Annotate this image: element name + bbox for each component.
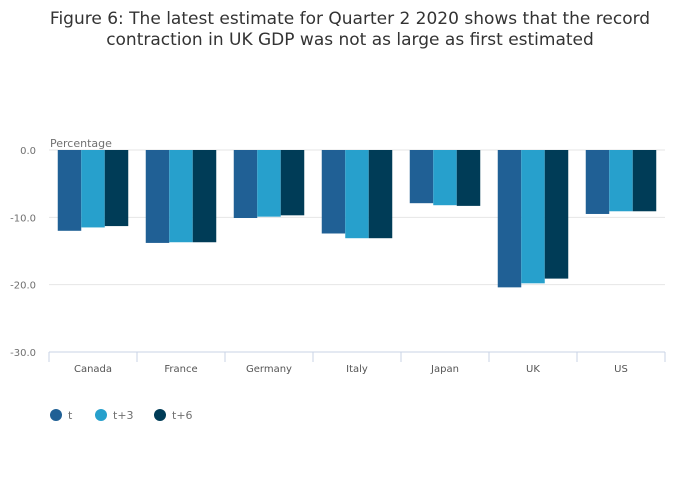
x-tick-label: Italy — [346, 364, 368, 375]
bar-canada-tplus6[interactable] — [104, 150, 129, 227]
bar-us-tplus3[interactable] — [609, 150, 633, 212]
chart-title-line-2: contraction in UK GDP was not as large a… — [106, 30, 594, 50]
bar-japan-t[interactable] — [409, 150, 434, 204]
bar-uk-tplus6[interactable] — [544, 150, 569, 279]
y-tick-label: -10.0 — [10, 213, 36, 224]
x-tick-label: Japan — [430, 364, 459, 375]
bar-germany-tplus6[interactable] — [280, 150, 305, 216]
bars — [57, 150, 657, 288]
x-tick-label: Canada — [74, 364, 112, 375]
bar-uk-t[interactable] — [497, 150, 522, 288]
bar-france-tplus6[interactable] — [192, 150, 217, 243]
y-tick-label: -20.0 — [10, 281, 36, 292]
y-tick-label: -30.0 — [10, 348, 36, 359]
legend-label: t+3 — [113, 409, 134, 422]
legend-label: t — [68, 409, 73, 422]
bar-france-tplus3[interactable] — [169, 150, 193, 243]
x-tick-label: Germany — [246, 364, 292, 375]
legend-label: t+6 — [172, 409, 193, 422]
y-tick-label: 0.0 — [20, 146, 36, 157]
x-tick-label: France — [164, 364, 197, 375]
bar-italy-tplus6[interactable] — [368, 150, 393, 239]
y-axis-label: Percentage — [50, 137, 112, 150]
bar-canada-tplus3[interactable] — [81, 150, 105, 228]
bar-france-t[interactable] — [145, 150, 170, 243]
legend-item[interactable]: t+6 — [154, 409, 193, 422]
legend-swatch — [154, 409, 166, 421]
bar-us-tplus6[interactable] — [632, 150, 657, 212]
bar-germany-t[interactable] — [233, 150, 258, 219]
y-tick-labels: 0.0 -10.0 -20.0 -30.0 — [10, 146, 36, 359]
legend: t t+3 t+6 — [50, 409, 193, 422]
bar-italy-t[interactable] — [321, 150, 346, 234]
chart-title-line-1: Figure 6: The latest estimate for Quarte… — [50, 9, 650, 29]
x-tick-label: US — [614, 364, 628, 375]
chart-title: Figure 6: The latest estimate for Quarte… — [50, 9, 650, 50]
legend-swatch — [95, 409, 107, 421]
bar-japan-tplus6[interactable] — [456, 150, 481, 206]
bar-us-t[interactable] — [585, 150, 610, 214]
x-axis: Canada France Germany Italy Japan UK US — [48, 352, 666, 375]
bar-germany-tplus3[interactable] — [257, 150, 281, 217]
bar-canada-t[interactable] — [57, 150, 82, 231]
legend-item[interactable]: t+3 — [95, 409, 134, 422]
bar-italy-tplus3[interactable] — [345, 150, 369, 239]
legend-swatch — [50, 409, 62, 421]
x-tick-label: UK — [526, 364, 540, 375]
bar-japan-tplus3[interactable] — [433, 150, 457, 206]
legend-item[interactable]: t — [50, 409, 73, 422]
bar-uk-tplus3[interactable] — [521, 150, 545, 284]
